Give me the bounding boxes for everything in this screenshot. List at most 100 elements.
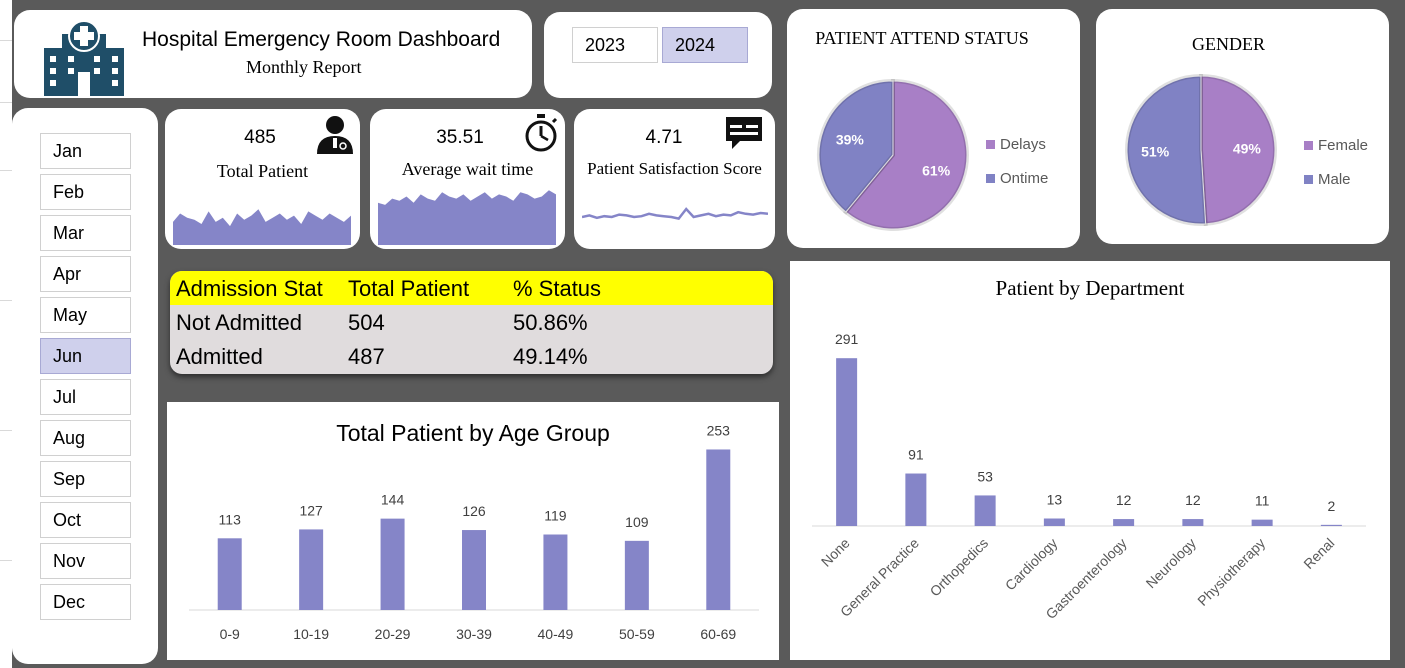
bar-data-label: 253 [707, 422, 731, 438]
legend-swatch [986, 140, 995, 149]
kpi-value: 35.51 [436, 127, 484, 148]
header-total-patient: Total Patient [348, 276, 470, 301]
pie-slice-male [1126, 75, 1207, 225]
month-button-sep[interactable]: Sep [40, 461, 131, 497]
month-button-aug[interactable]: Aug [40, 420, 131, 456]
bar [543, 534, 568, 610]
bar-data-label: 2 [1327, 498, 1335, 514]
age-group-bar-chart: 113 0-9 127 10-19 144 20-29 126 30-39 119 40-49 10… [189, 422, 759, 642]
category-tick-label: 40-49 [538, 626, 574, 642]
page-title: Hospital Emergency Room Dashboard [142, 28, 501, 51]
bar-data-label: 53 [977, 468, 993, 484]
chat-icon [726, 117, 762, 149]
row-total: 504 [348, 310, 385, 335]
gender-pie: 49% 51% [1125, 73, 1277, 226]
sheet-gridline [0, 102, 12, 103]
sheet-gridline [0, 300, 12, 301]
year-slicer: 2023 2024 [544, 12, 772, 98]
row-label: Not Admitted [176, 310, 302, 335]
category-tick-label: Neurology [1143, 535, 1199, 591]
category-tick-label: None [818, 535, 853, 570]
legend-swatch [986, 174, 995, 183]
month-button-feb[interactable]: Feb [40, 174, 131, 210]
month-button-oct[interactable]: Oct [40, 502, 131, 538]
legend-label: Delays [1000, 136, 1046, 153]
kpi-label: Average wait time [401, 159, 534, 179]
month-button-jun[interactable]: Jun [40, 338, 131, 374]
bar [624, 540, 649, 610]
bar [299, 529, 324, 610]
chart-title: Total Patient by Age Group [336, 420, 610, 446]
row-percent: 49.14% [513, 344, 588, 369]
chart-title: PATIENT ATTEND STATUS [815, 28, 1029, 48]
title-card: Hospital Emergency Room Dashboard Monthl… [14, 10, 532, 98]
department-chart-card: Patient by Department 291 None 91 General P… [790, 261, 1390, 660]
legend-label: Ontime [1000, 170, 1049, 187]
satisfaction-sparkline [582, 207, 768, 220]
pie-data-label: 49% [1233, 141, 1262, 157]
bar [217, 538, 242, 610]
category-tick-label: Cardiology [1002, 535, 1061, 594]
month-button-jul[interactable]: Jul [40, 379, 131, 415]
month-button-nov[interactable]: Nov [40, 543, 131, 579]
gender-chart-card: GENDER 49% 51% Female Male [1096, 9, 1389, 244]
bar-data-label: 119 [544, 507, 567, 523]
category-tick-label: 10-19 [293, 626, 329, 642]
month-button-dec[interactable]: Dec [40, 584, 131, 620]
pie-slice-delays [845, 80, 968, 230]
row-total: 487 [348, 344, 385, 369]
sheet-gridline [0, 430, 12, 431]
bar-data-label: 291 [835, 331, 859, 347]
bar [1113, 519, 1135, 526]
wait-time-sparkline [378, 190, 556, 245]
bar-data-label: 12 [1185, 492, 1201, 508]
pie-slice-edge [817, 78, 895, 215]
year-button-2024[interactable]: 2024 [662, 27, 748, 63]
sparkline-area [378, 190, 556, 245]
legend-item-female: Female [1304, 137, 1368, 154]
sheet-gridline [0, 40, 12, 41]
bar [1320, 524, 1342, 526]
kpi-card-total-patient: 485 Total Patient [165, 109, 360, 249]
bar [905, 473, 927, 526]
row-percent: 50.86% [513, 310, 588, 335]
month-button-mar[interactable]: Mar [40, 215, 131, 251]
category-tick-label: 30-39 [456, 626, 492, 642]
pie-slice-edge [843, 78, 969, 231]
bar [836, 358, 858, 526]
admission-table: Admission Stat Total Patient % Status No… [170, 271, 773, 374]
month-button-may[interactable]: May [40, 297, 131, 333]
bar-data-label: 127 [299, 502, 323, 518]
pie-slice-edge [1199, 73, 1277, 226]
category-tick-label: Orthopedics [927, 535, 992, 600]
month-button-jan[interactable]: Jan [40, 133, 131, 169]
bar [380, 518, 405, 610]
bar-data-label: 126 [462, 503, 486, 519]
sparkline-area [173, 209, 351, 245]
admission-table-header [170, 271, 773, 305]
chart-title: GENDER [1192, 34, 1265, 54]
year-button-2023[interactable]: 2023 [572, 27, 658, 63]
month-button-apr[interactable]: Apr [40, 256, 131, 292]
bar-data-label: 91 [908, 447, 924, 463]
pie-slice-ontime [818, 80, 894, 213]
kpi-card-average-wait-time: 35.51 Average wait time [370, 109, 565, 249]
bar [462, 530, 486, 610]
hospital-icon [44, 20, 124, 96]
attend-status-pie: 61% 39% [817, 78, 969, 231]
stopwatch-icon [525, 114, 558, 152]
bar-data-label: 109 [625, 514, 649, 530]
pie-data-label: 51% [1141, 143, 1170, 159]
legend-item-male: Male [1304, 171, 1351, 188]
doctor-icon [317, 116, 353, 154]
category-tick-label: 0-9 [220, 626, 240, 642]
bar [1043, 518, 1065, 526]
category-tick-label: Physiotherapy [1194, 535, 1268, 609]
kpi-label: Total Patient [216, 161, 309, 181]
bar [974, 495, 996, 526]
chart-title: Patient by Department [995, 276, 1185, 300]
kpi-value: 4.71 [645, 127, 683, 148]
pie-slice-edge [1125, 73, 1208, 226]
legend-label: Male [1318, 171, 1351, 188]
